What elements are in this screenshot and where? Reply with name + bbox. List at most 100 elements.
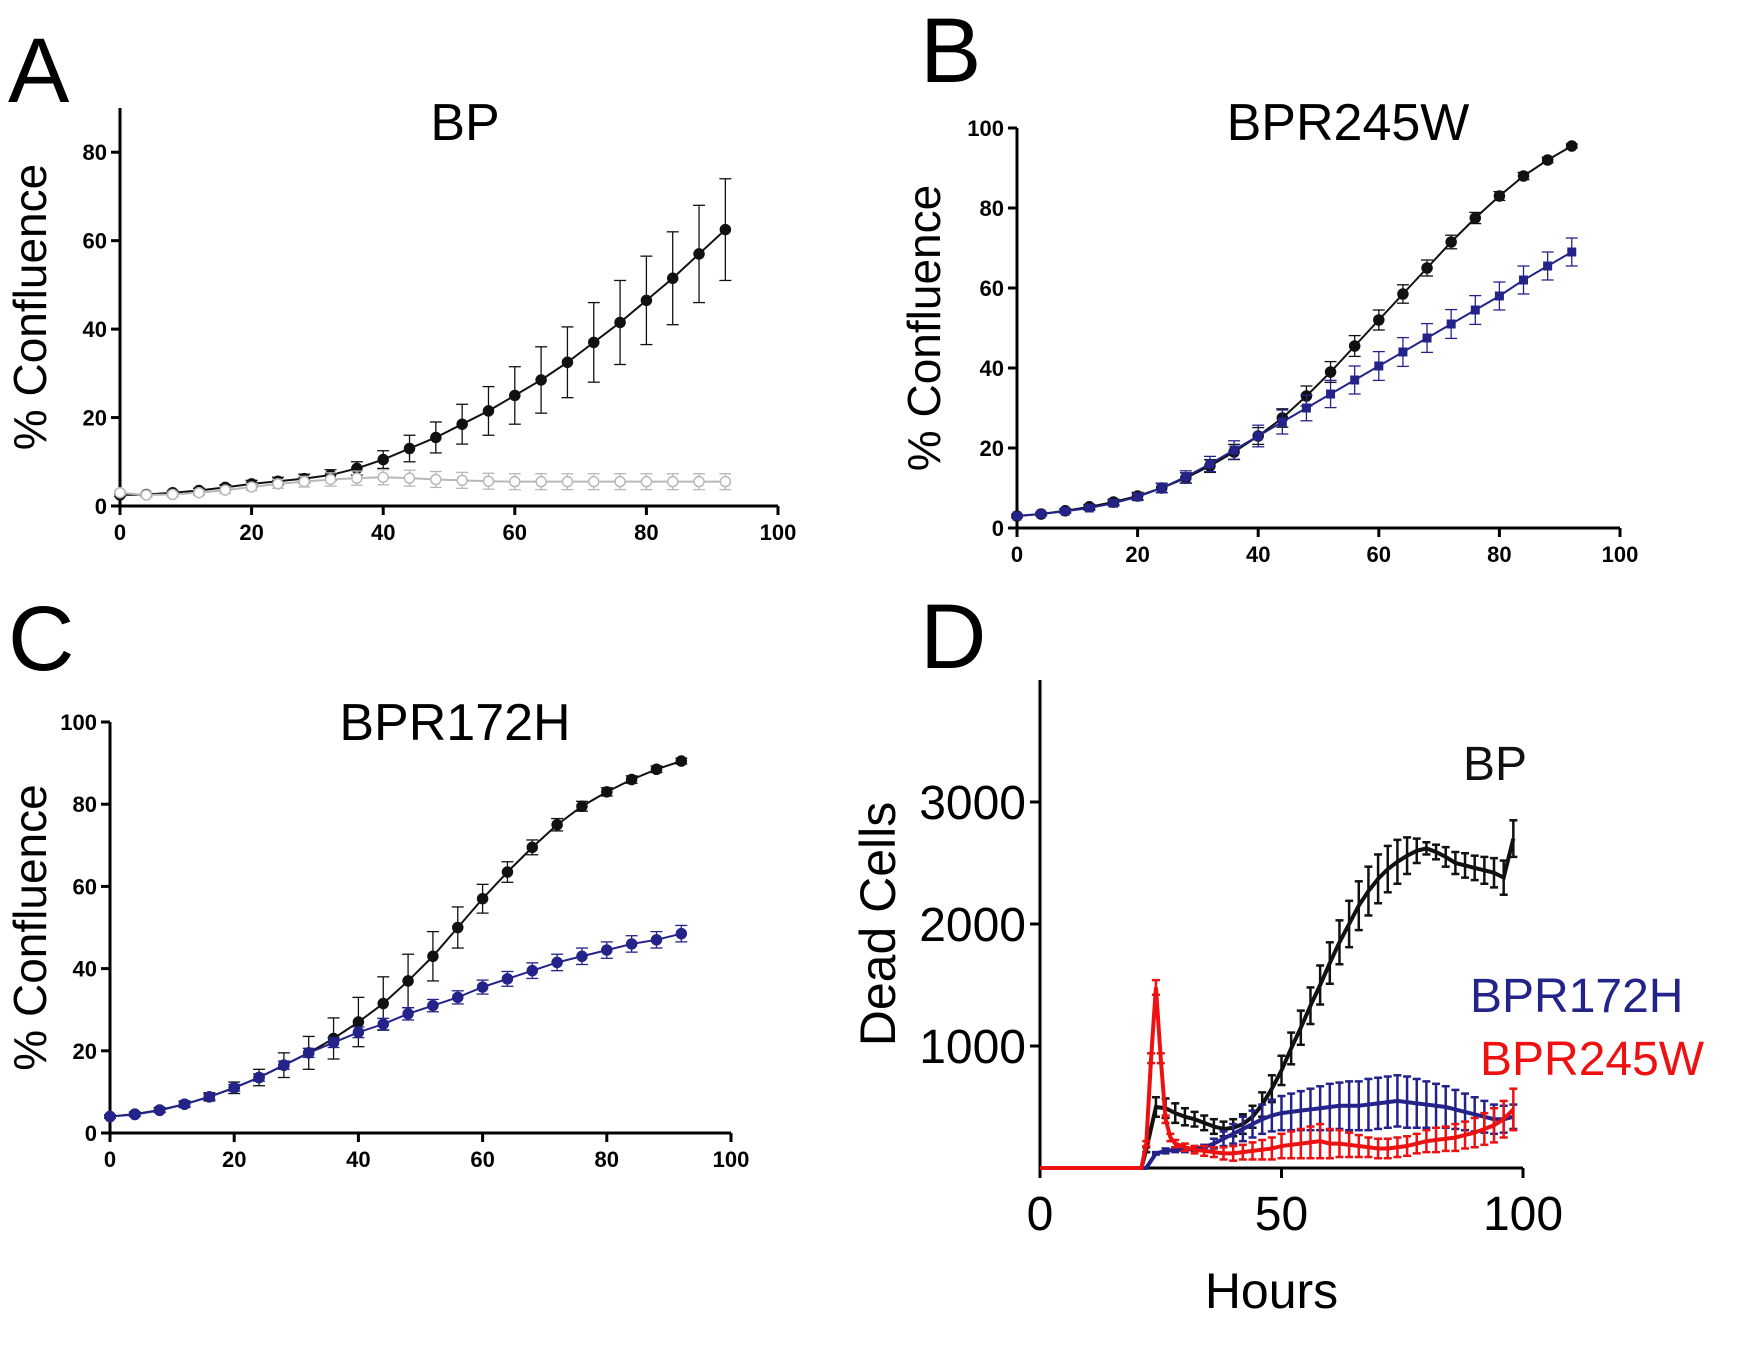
y-tick-label: 20 [83,406,107,431]
y-axis-title: % Confluence [4,784,56,1070]
y-tick-label: 100 [967,116,1004,141]
data-point [501,973,514,985]
data-point [352,1016,365,1028]
data-point [324,473,337,486]
panel-letter: B [920,0,981,102]
x-tick-label: 0 [1011,542,1023,567]
panel-letter: C [8,588,74,690]
legend-label: BPR172H [1470,970,1683,1023]
data-point [1397,288,1409,300]
data-point [1543,261,1553,271]
series-bpr172h [1040,1074,1518,1170]
data-point [526,964,539,977]
data-point [1253,431,1263,441]
data-point [278,1059,290,1071]
data-point [104,1110,116,1123]
data-point [675,755,688,767]
data-point [501,866,514,878]
data-point [430,431,442,444]
data-point [327,1036,340,1049]
data-point [476,981,489,993]
x-tick-label: 100 [1602,542,1639,567]
data-point [302,1047,315,1059]
data-point [693,248,705,260]
series-1 [114,469,732,501]
y-axis-title: % Confluence [898,185,950,471]
data-point [456,418,468,430]
x-tick-label: 60 [1367,542,1391,567]
data-point [1205,459,1215,469]
data-point [1084,503,1094,513]
x-tick-label: 20 [1125,542,1149,567]
y-tick-label: 1000 [919,1021,1026,1074]
x-tick-label: 0 [104,1147,116,1172]
data-point [666,272,679,285]
y-tick-label: 40 [83,317,107,342]
y-tick-label: 80 [73,792,97,817]
data-point [1469,212,1482,224]
series-line [109,760,682,1118]
y-tick-label: 80 [83,140,107,165]
series-line [109,932,682,1118]
data-point [1519,275,1529,285]
data-point [153,1104,166,1117]
data-point [1566,140,1578,152]
data-point [650,763,663,776]
data-point [1373,314,1385,326]
data-point [1494,291,1504,301]
data-point [561,356,574,369]
series-line [119,476,726,496]
data-point [476,892,489,905]
data-point [1108,498,1118,508]
y-tick-label: 100 [60,710,97,735]
y-tick-label: 60 [73,874,97,899]
panel-a: A BP 0 20 40 60 80 100 0 20 40 60 80 % Confluence [4,20,796,545]
data-point [456,474,468,487]
series-0 [1011,140,1578,522]
x-tick-label: 80 [1487,542,1511,567]
y-tick-label: 0 [95,494,107,519]
x-tick-label: 80 [634,520,658,545]
x-axis-title: Hours [1205,1263,1338,1319]
data-point [719,223,732,236]
data-point [1277,417,1287,427]
data-point [1036,509,1046,519]
data-point [675,927,688,940]
data-point [377,1018,389,1030]
data-point [178,1098,191,1110]
data-point [1181,472,1191,482]
data-point [526,841,539,854]
data-point [666,475,679,488]
data-point [1326,389,1336,399]
x-tick-label: 50 [1255,1188,1308,1241]
panel-b: B BPR245W 0 20 40 60 80 100 0 20 40 60 80 100 % Conflu… [898,0,1638,567]
series-line [1040,1098,1514,1170]
data-point [650,934,663,946]
x-tick-label: 0 [114,520,126,545]
series-line [119,228,727,496]
x-tick-label: 20 [239,520,263,545]
x-tick-label: 100 [713,1147,750,1172]
data-point [1133,492,1143,502]
x-tick-label: 60 [503,520,527,545]
data-point [1324,366,1337,378]
data-point [1445,236,1457,248]
data-point [403,472,416,484]
data-point [114,486,126,499]
y-tick-label: 0 [85,1121,97,1146]
data-point [1517,170,1530,182]
panel-letter: A [8,20,70,122]
data-point [482,475,495,487]
data-point [1374,361,1384,371]
y-tick-label: 60 [980,276,1004,301]
x-tick-label: 100 [760,520,797,545]
data-point [298,475,310,488]
series-1 [104,924,688,1123]
series-1 [1011,237,1578,521]
data-point [482,405,495,417]
x-tick-label: 40 [1246,542,1270,567]
legend-label: BP [1463,738,1527,791]
data-point [1470,305,1480,315]
data-point [1229,445,1239,455]
